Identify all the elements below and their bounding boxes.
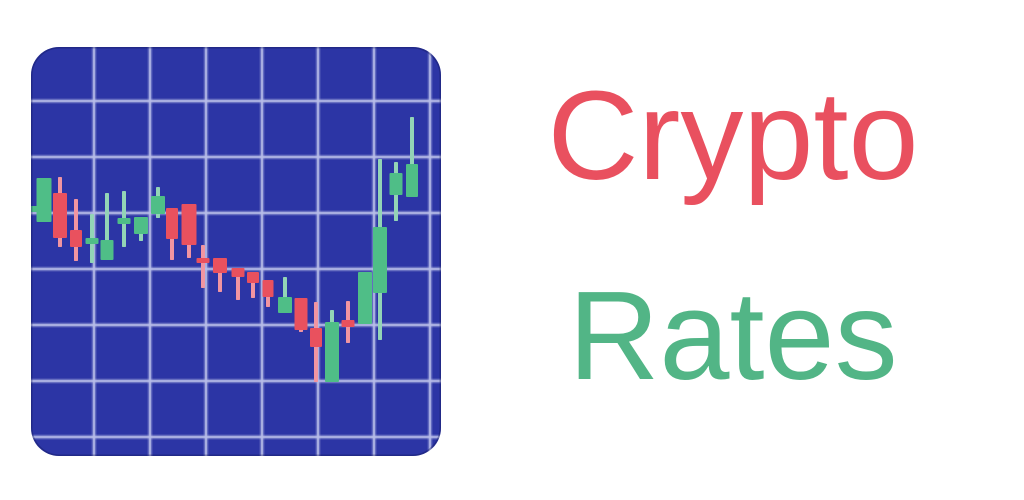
candle-body-bull [100,240,114,260]
candle-body-bull [36,178,52,222]
app-icon [31,47,441,456]
candle-body-bull [358,272,372,324]
candle-body-bear [70,230,82,247]
candle-body-bull [151,196,165,214]
candle-body-bull [278,297,292,313]
candle-body-bear [213,258,227,273]
candle-body-bull [389,173,403,195]
logo-title-rates: Rates [568,265,898,406]
candle-body-bull [31,206,38,212]
candle-body-bull [85,238,99,244]
candle-body-bull [117,218,131,224]
candle-body-bear [310,328,322,347]
candle-body-bear [262,280,274,297]
candlestick-chart-icon [31,47,441,456]
logo-title-block: Crypto Rates [460,0,1006,500]
candle-body-bear [53,193,67,238]
logo-title-crypto: Crypto [547,65,919,206]
candle-wick-bear [201,245,205,288]
candle-body-bull [325,322,339,382]
candle-body-bull [134,217,148,234]
candle-body-bear [196,258,210,263]
candle-body-bear [166,208,178,239]
candle-body-bear [294,298,308,330]
candle-body-bull [373,227,387,293]
candle-body-bear [341,320,355,327]
candle-body-bear [181,204,197,245]
icon-content [31,47,441,456]
candle-body-bear [247,272,259,283]
candle-body-bull [406,164,418,197]
icon-border [31,47,441,456]
candle-body-bear [231,268,245,277]
